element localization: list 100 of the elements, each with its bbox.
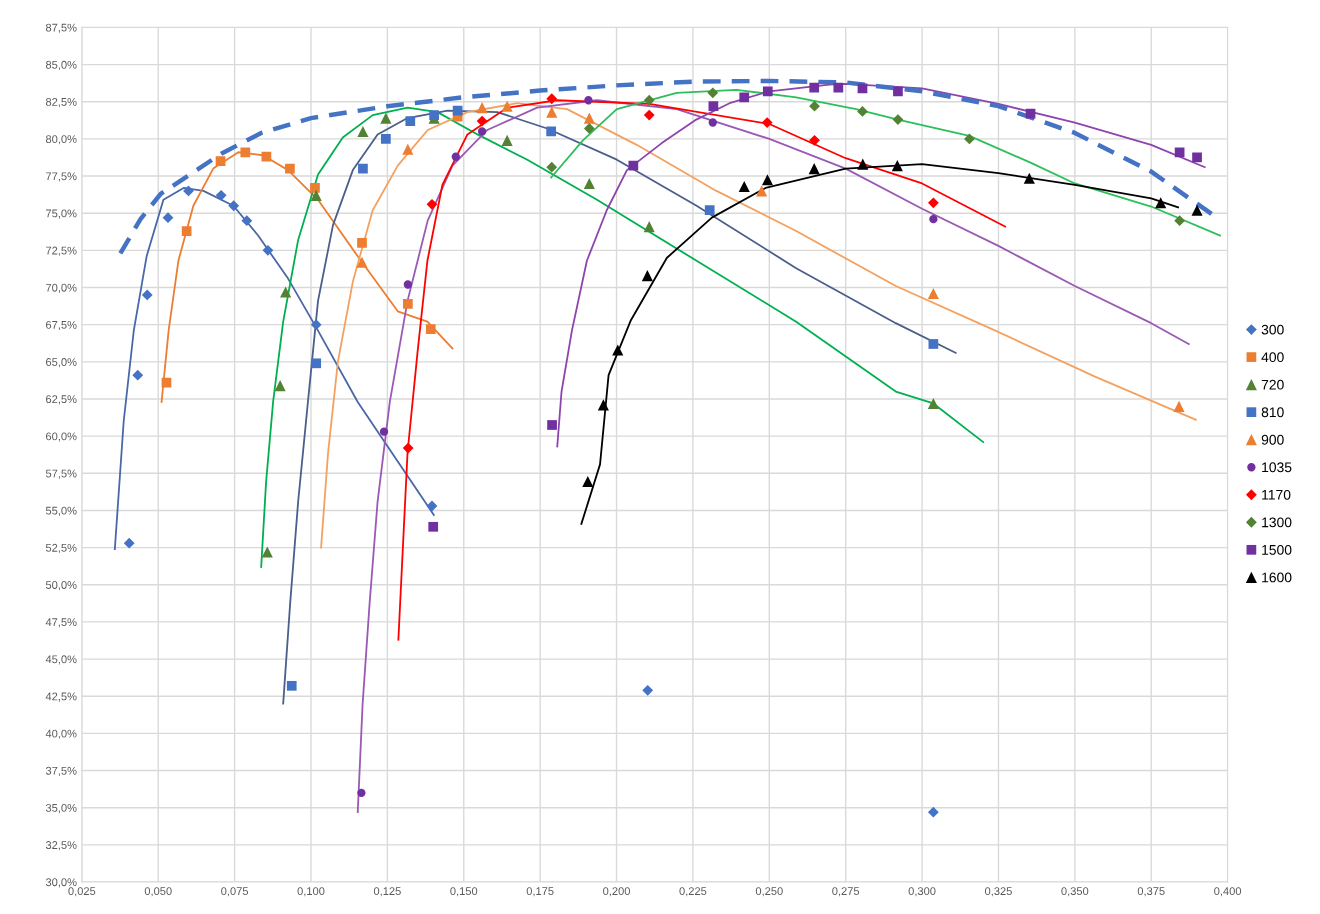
legend-label: 1300 [1262, 517, 1292, 528]
point [927, 197, 939, 209]
y-tick-label: 75,0% [46, 209, 77, 219]
line-series [356, 99, 1190, 814]
line-series [550, 88, 1221, 237]
y-tick-label: 55,0% [45, 506, 77, 516]
point [357, 788, 366, 797]
point [964, 133, 975, 145]
point [643, 94, 655, 106]
point [584, 96, 593, 105]
point [380, 112, 392, 124]
point [402, 442, 414, 454]
x-tick-label: 0,025 [68, 887, 96, 897]
y-tick-label: 72,5% [46, 246, 77, 256]
point [241, 215, 253, 227]
point [280, 286, 292, 298]
x-tick-label: 0,050 [144, 887, 172, 897]
point [582, 475, 594, 488]
line-series [260, 106, 985, 568]
point [426, 500, 438, 512]
point [762, 86, 773, 97]
point [123, 537, 135, 549]
x-tick-label: 0,100 [297, 887, 325, 897]
x-tick-label: 0,275 [832, 887, 860, 897]
point [643, 109, 655, 121]
point [1023, 172, 1035, 184]
y-tick-label: 60,0% [46, 432, 77, 442]
point [285, 163, 295, 174]
point [857, 83, 868, 94]
point [429, 110, 439, 120]
y-tick-label: 40,0% [45, 729, 77, 739]
x-tick-label: 0,250 [755, 887, 783, 897]
y-tick-label: 80,0% [45, 135, 77, 145]
point [547, 420, 557, 430]
point [357, 125, 369, 138]
point [641, 270, 653, 282]
point [583, 112, 595, 124]
point [215, 189, 227, 201]
point [477, 127, 487, 136]
point [1173, 400, 1185, 412]
point [704, 205, 715, 216]
point [642, 684, 654, 696]
y-tick-label: 67,5% [46, 320, 77, 331]
y-tick-label: 87,5% [45, 23, 77, 33]
point [708, 118, 717, 127]
y-tick-label: 77,5% [46, 172, 77, 182]
point [240, 147, 251, 158]
legend-label: 900 [1261, 434, 1284, 445]
point [402, 143, 414, 155]
x-tick-label: 0,350 [1061, 887, 1089, 897]
legend-label: 1600 [1262, 572, 1292, 583]
point [738, 180, 750, 192]
point [1174, 147, 1185, 158]
x-tick-label: 0,125 [373, 887, 401, 897]
point [501, 100, 513, 112]
y-tick-label: 32,5% [45, 841, 77, 851]
point [891, 160, 903, 172]
point [643, 221, 655, 233]
y-tick-label: 37,5% [45, 766, 77, 776]
y-tick-label: 42,5% [45, 692, 77, 702]
point [739, 92, 750, 103]
legend-label: 1035 [1262, 462, 1292, 473]
point [310, 319, 322, 331]
point [857, 105, 868, 117]
point [215, 156, 226, 167]
point [761, 174, 774, 186]
point [428, 521, 439, 532]
y-tick-label: 82,5% [45, 98, 77, 108]
x-tick-label: 0,150 [450, 887, 478, 897]
line-series [580, 163, 1180, 525]
point [357, 238, 367, 248]
y-tick-label: 85,0% [45, 60, 77, 71]
point [405, 116, 416, 126]
x-tick-label: 0,225 [679, 887, 707, 897]
point [1174, 215, 1186, 227]
point [761, 117, 773, 128]
point [162, 212, 174, 224]
point [426, 198, 438, 210]
point [379, 427, 389, 436]
y-tick-label: 35,0% [45, 803, 77, 814]
point [928, 339, 939, 349]
point [311, 358, 322, 369]
point [310, 189, 322, 201]
point [708, 101, 719, 112]
y-tick-label: 57,5% [45, 469, 77, 479]
point [583, 177, 595, 190]
legend-label: 810 [1261, 407, 1284, 418]
x-tick-label: 0,325 [984, 887, 1012, 897]
y-tick-label: 65,0% [46, 358, 77, 368]
point [892, 114, 904, 125]
legend-label: 300 [1261, 324, 1284, 335]
point [356, 256, 368, 268]
x-tick-label: 0,300 [908, 887, 936, 897]
point [358, 163, 368, 174]
y-tick-label: 45,0% [45, 655, 77, 665]
y-tick-label: 30,0% [45, 878, 77, 888]
x-tick-label: 0,075 [221, 887, 249, 897]
point [262, 244, 274, 256]
point [380, 134, 391, 144]
point [927, 397, 939, 409]
